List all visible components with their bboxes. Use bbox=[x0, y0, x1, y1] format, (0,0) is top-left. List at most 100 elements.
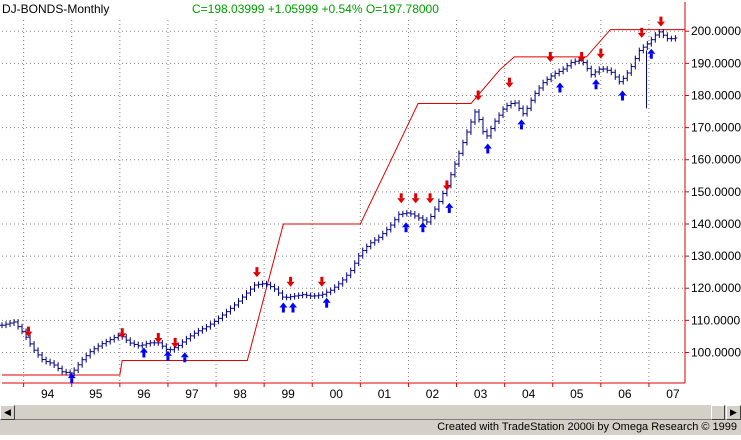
scroll-left-button[interactable]: ◀ bbox=[0, 405, 15, 420]
price-bar bbox=[56, 362, 61, 372]
price-bar bbox=[557, 68, 562, 77]
sell-arrow-icon-head bbox=[24, 331, 33, 337]
buy-arrow-icon-head bbox=[322, 297, 331, 303]
price-bar bbox=[64, 368, 69, 376]
price-bar bbox=[497, 112, 502, 125]
price-bar bbox=[264, 280, 269, 288]
price-bar bbox=[428, 213, 433, 225]
sell-arrow-icon-head bbox=[442, 185, 451, 191]
price-bar bbox=[152, 339, 157, 346]
price-bar bbox=[593, 69, 598, 78]
price-bar bbox=[104, 338, 109, 347]
price-bar bbox=[68, 369, 73, 376]
price-bar bbox=[436, 198, 441, 213]
price-bar bbox=[136, 341, 141, 349]
price-bar bbox=[132, 340, 137, 348]
sell-arrow-icon bbox=[317, 276, 326, 287]
price-bar bbox=[637, 47, 642, 62]
price-bar bbox=[92, 345, 97, 355]
price-bar bbox=[160, 339, 165, 350]
price-bar bbox=[605, 66, 610, 74]
y-tick-label: 190.0000 bbox=[691, 56, 741, 70]
price-bar bbox=[76, 361, 81, 374]
price-bar bbox=[308, 292, 313, 299]
price-bar bbox=[661, 29, 666, 39]
price-bar bbox=[20, 323, 25, 335]
buy-arrow-icon-shaft bbox=[421, 227, 425, 233]
buy-arrow-icon-shaft bbox=[594, 84, 598, 90]
sell-arrow-icon-shaft bbox=[640, 27, 644, 33]
buy-arrow-icon-shaft bbox=[404, 227, 408, 233]
sell-arrow-icon bbox=[286, 276, 295, 287]
y-tick-label: 170.0000 bbox=[691, 121, 741, 135]
sell-arrow-icon-shaft bbox=[156, 333, 160, 339]
x-tick-label: 05 bbox=[570, 387, 584, 401]
price-bar bbox=[440, 190, 445, 205]
horizontal-scrollbar[interactable]: ◀ ▶ bbox=[0, 404, 741, 420]
y-tick-label: 140.0000 bbox=[691, 217, 741, 231]
credit-text: Created with TradeStation 2000i by Omega… bbox=[437, 421, 737, 433]
sell-arrow-icon-shaft bbox=[548, 51, 552, 57]
price-bar bbox=[669, 35, 674, 42]
sell-arrow-icon-head bbox=[505, 82, 514, 88]
x-tick-label: 95 bbox=[89, 387, 103, 401]
sell-arrow-icon bbox=[656, 16, 665, 27]
price-bar bbox=[408, 210, 413, 217]
buy-arrow-icon bbox=[67, 373, 76, 384]
buy-arrow-icon bbox=[517, 119, 526, 130]
buy-arrow-icon bbox=[180, 352, 189, 363]
price-bar bbox=[192, 330, 197, 339]
price-bar bbox=[28, 334, 33, 347]
x-tick-label: 06 bbox=[618, 387, 632, 401]
buy-arrow-icon-head bbox=[279, 302, 288, 308]
scroll-right-button[interactable]: ▶ bbox=[726, 405, 741, 420]
price-bar bbox=[336, 280, 341, 291]
price-bar bbox=[148, 339, 153, 347]
price-bar bbox=[597, 66, 602, 75]
sell-arrow-icon-shaft bbox=[173, 337, 177, 343]
sell-arrow-icon-head bbox=[154, 338, 163, 344]
sell-arrow-icon-shaft bbox=[428, 193, 432, 199]
status-footer: Created with TradeStation 2000i by Omega… bbox=[0, 420, 741, 435]
price-bar bbox=[176, 342, 181, 351]
price-bar bbox=[24, 328, 29, 341]
price-bar bbox=[613, 69, 618, 80]
price-bar bbox=[88, 348, 93, 359]
price-bar bbox=[52, 360, 57, 368]
left-arrow-icon: ◀ bbox=[4, 407, 11, 417]
price-bar bbox=[641, 44, 646, 54]
price-bar bbox=[208, 321, 213, 330]
price-bar bbox=[424, 217, 429, 225]
price-bar bbox=[268, 281, 273, 290]
price-bar bbox=[128, 337, 133, 347]
price-bar bbox=[232, 302, 237, 312]
price-bar bbox=[100, 340, 105, 349]
price-bar bbox=[561, 66, 566, 75]
price-bar bbox=[248, 286, 253, 296]
price-bar bbox=[108, 336, 113, 345]
buy-arrow-icon bbox=[555, 82, 564, 93]
price-bar bbox=[168, 346, 173, 353]
price-bar bbox=[236, 298, 241, 308]
sell-arrow-icon bbox=[118, 328, 127, 339]
price-bar bbox=[529, 97, 534, 112]
price-bar bbox=[180, 339, 185, 349]
buy-arrow-icon bbox=[647, 48, 656, 59]
sell-arrow-icon-shaft bbox=[320, 276, 324, 282]
price-bar bbox=[565, 62, 570, 73]
price-bar bbox=[96, 343, 101, 352]
price-bar bbox=[140, 342, 145, 349]
sell-arrow-icon-head bbox=[426, 198, 435, 204]
buy-arrow-icon bbox=[418, 222, 427, 233]
price-bar bbox=[621, 75, 626, 85]
buy-arrow-icon-shaft bbox=[281, 307, 285, 313]
buy-arrow-icon-head bbox=[180, 352, 189, 358]
price-bar bbox=[40, 352, 45, 363]
price-bar bbox=[388, 222, 393, 233]
buy-arrow-icon-head bbox=[592, 79, 601, 85]
scroll-thumb[interactable] bbox=[711, 405, 725, 420]
price-bar bbox=[517, 100, 522, 112]
buy-arrow-icon-shaft bbox=[325, 302, 329, 308]
price-bar bbox=[468, 119, 473, 135]
